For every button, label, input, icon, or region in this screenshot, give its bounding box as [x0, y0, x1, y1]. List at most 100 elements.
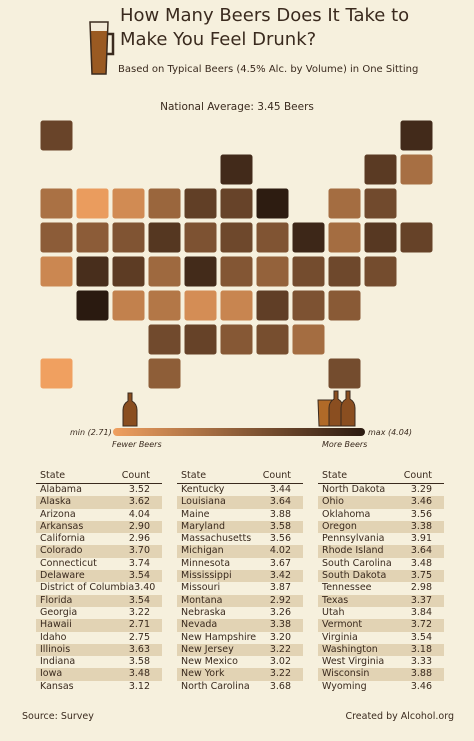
table-row: Oregon 3.38 — [318, 520, 444, 534]
table-row: South Dakota 3.75 — [318, 570, 444, 583]
source: Source: Survey — [22, 711, 94, 722]
state: Illinois — [40, 643, 71, 655]
table-row: Florida 3.54 — [36, 594, 162, 607]
table-row: Nebraska 3.26 — [177, 607, 303, 619]
count: 3.22 — [269, 668, 291, 680]
table-header: State Count — [36, 470, 162, 484]
count: 3.33 — [410, 656, 432, 668]
state: Ohio — [322, 496, 344, 508]
state: Arizona — [40, 508, 76, 520]
table-row: Arizona 4.04 — [36, 509, 162, 521]
state: South Carolina — [322, 557, 392, 569]
count: 2.71 — [128, 619, 150, 631]
table-row: Mississippi 3.42 — [177, 570, 303, 583]
state-tile — [363, 255, 398, 288]
state: Kansas — [40, 680, 74, 692]
state-tile — [291, 289, 326, 322]
state-tile — [75, 221, 110, 254]
table-row: Tennessee 2.98 — [318, 582, 444, 594]
table-row: Colorado 3.70 — [36, 545, 162, 558]
table-row: Illinois 3.63 — [36, 643, 162, 657]
state: Nevada — [181, 619, 218, 631]
table-row: Delaware 3.54 — [36, 570, 162, 583]
state-tile — [399, 221, 434, 254]
table-row: Wisconsin 3.88 — [318, 668, 444, 681]
count: 3.56 — [269, 533, 291, 545]
state-tile — [255, 187, 290, 220]
count: 3.18 — [410, 643, 432, 655]
state-tile — [219, 153, 254, 186]
table-row: Alaska 3.62 — [36, 496, 162, 509]
table-row: South Carolina 3.48 — [318, 558, 444, 570]
count: 3.91 — [410, 533, 432, 545]
state-tile — [363, 187, 398, 220]
state: Texas — [322, 594, 349, 606]
state: Rhode Island — [322, 545, 384, 557]
count: 3.02 — [269, 656, 291, 668]
table-row: Arkansas 2.90 — [36, 520, 162, 534]
count: 2.90 — [128, 520, 150, 532]
state-table: State Count North Dakota 3.29 Ohio 3.46 Oklaho… — [318, 470, 444, 693]
state: Delaware — [40, 570, 85, 582]
state-tile — [327, 255, 362, 288]
state-tile — [291, 323, 326, 356]
legend-more: More Beers — [322, 440, 368, 449]
table-row: Missouri 3.87 — [177, 582, 303, 594]
state: Oklahoma — [322, 508, 371, 520]
table-header: State Count — [318, 470, 444, 484]
count: 3.54 — [128, 570, 150, 582]
table-row: Kansas 3.12 — [36, 681, 162, 693]
count: 3.62 — [128, 496, 150, 508]
state-tile — [219, 221, 254, 254]
state-tile — [39, 221, 74, 254]
table-row: Connecticut 3.74 — [36, 558, 162, 570]
count: 3.44 — [269, 484, 291, 495]
table-row: Idaho 2.75 — [36, 632, 162, 644]
table-row: Georgia 3.22 — [36, 607, 162, 619]
state-tile — [75, 187, 110, 220]
state: Mississippi — [181, 570, 232, 582]
state-tile — [75, 289, 110, 322]
table-row: Nevada 3.38 — [177, 619, 303, 632]
state-tile — [147, 357, 182, 390]
count: 3.74 — [128, 557, 150, 569]
state: California — [40, 533, 86, 545]
state: Michigan — [181, 545, 224, 557]
count: 2.98 — [410, 582, 432, 594]
count: 3.48 — [128, 668, 150, 680]
state: Kentucky — [181, 484, 225, 495]
table-row: Michigan 4.02 — [177, 545, 303, 558]
count: 3.40 — [134, 582, 156, 594]
legend-max: max (4.04) — [368, 428, 413, 437]
state-tile — [255, 323, 290, 356]
state-tile — [183, 187, 218, 220]
title: How Many Beers Does It Take to Make You … — [120, 5, 410, 50]
table-row: Pennsylvania 3.91 — [318, 533, 444, 545]
table-row: Utah 3.84 — [318, 607, 444, 619]
state: New York — [181, 668, 225, 680]
count: 3.12 — [128, 680, 150, 692]
state: North Carolina — [181, 680, 250, 692]
count: 3.68 — [269, 680, 291, 692]
state: Virginia — [322, 631, 358, 643]
state: Nebraska — [181, 606, 226, 618]
state-tile — [111, 187, 146, 220]
state-tile — [255, 221, 290, 254]
state: Missouri — [181, 582, 221, 594]
table-body: Kentucky 3.44 Louisiana 3.64 Maine 3.88 Maryla… — [177, 484, 303, 693]
state: Indiana — [40, 656, 76, 668]
state: West Virginia — [322, 656, 385, 668]
state: Wyoming — [322, 680, 367, 692]
state: District of Columbia — [40, 582, 135, 594]
column-header: Count — [403, 470, 432, 481]
count: 4.04 — [128, 508, 150, 520]
table-row: District of Columbia 3.40 — [36, 582, 162, 594]
state-tile — [291, 221, 326, 254]
table-row: Maryland 3.58 — [177, 520, 303, 534]
count: 2.92 — [269, 594, 291, 606]
state: Washington — [322, 643, 378, 655]
state: New Hampshire — [181, 631, 257, 643]
count: 3.58 — [269, 520, 291, 532]
state: Vermont — [322, 619, 363, 631]
national-average: National Average: 3.45 Beers — [160, 101, 314, 113]
